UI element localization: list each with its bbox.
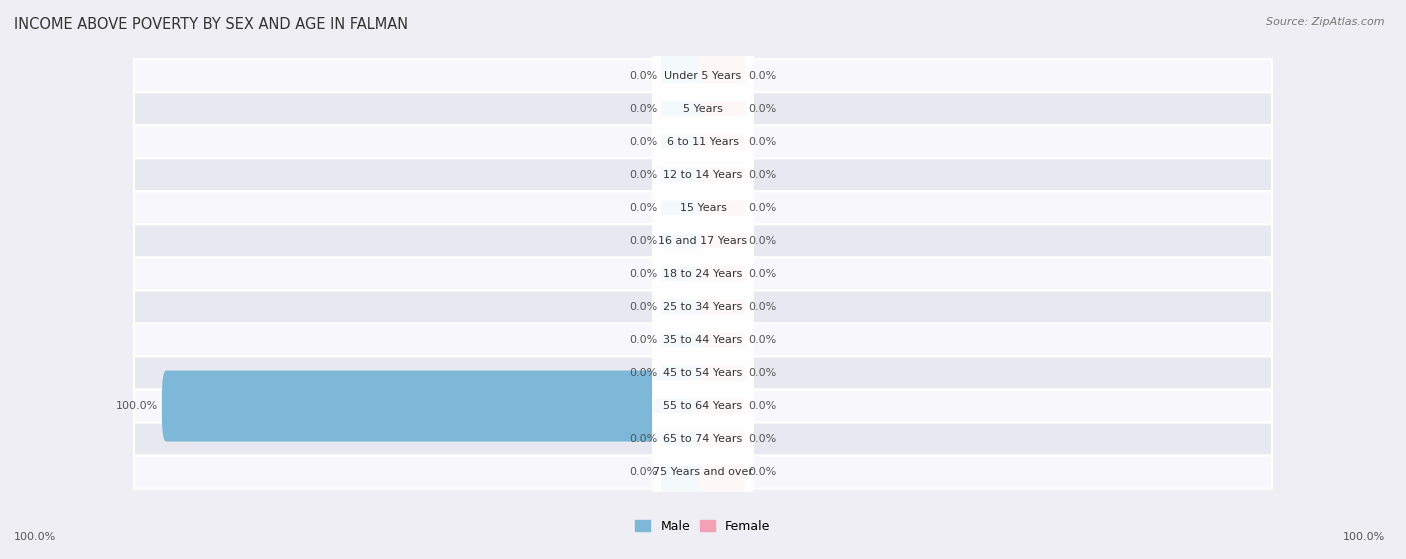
FancyBboxPatch shape: [134, 59, 1272, 92]
Text: 0.0%: 0.0%: [748, 71, 778, 80]
FancyBboxPatch shape: [652, 314, 754, 366]
FancyBboxPatch shape: [652, 116, 754, 167]
FancyBboxPatch shape: [661, 106, 707, 177]
FancyBboxPatch shape: [699, 139, 745, 210]
FancyBboxPatch shape: [661, 338, 707, 409]
FancyBboxPatch shape: [652, 83, 754, 134]
FancyBboxPatch shape: [699, 172, 745, 243]
FancyBboxPatch shape: [652, 281, 754, 333]
FancyBboxPatch shape: [134, 191, 1272, 224]
FancyBboxPatch shape: [134, 291, 1272, 324]
FancyBboxPatch shape: [661, 205, 707, 276]
FancyBboxPatch shape: [661, 238, 707, 310]
FancyBboxPatch shape: [699, 437, 745, 508]
Text: 5 Years: 5 Years: [683, 104, 723, 113]
Text: 100.0%: 100.0%: [1343, 532, 1385, 542]
Text: 0.0%: 0.0%: [748, 401, 778, 411]
FancyBboxPatch shape: [661, 73, 707, 144]
Text: 18 to 24 Years: 18 to 24 Years: [664, 269, 742, 279]
Text: 0.0%: 0.0%: [748, 335, 778, 345]
FancyBboxPatch shape: [134, 224, 1272, 257]
Text: 0.0%: 0.0%: [748, 269, 778, 279]
FancyBboxPatch shape: [699, 305, 745, 376]
FancyBboxPatch shape: [134, 456, 1272, 489]
FancyBboxPatch shape: [661, 139, 707, 210]
FancyBboxPatch shape: [699, 338, 745, 409]
Text: 100.0%: 100.0%: [14, 532, 56, 542]
FancyBboxPatch shape: [134, 324, 1272, 357]
FancyBboxPatch shape: [134, 357, 1272, 390]
Text: 45 to 54 Years: 45 to 54 Years: [664, 368, 742, 378]
Text: 0.0%: 0.0%: [628, 467, 658, 477]
Text: 0.0%: 0.0%: [748, 104, 778, 113]
Text: 0.0%: 0.0%: [628, 269, 658, 279]
Text: 0.0%: 0.0%: [748, 203, 778, 213]
FancyBboxPatch shape: [652, 182, 754, 234]
FancyBboxPatch shape: [699, 404, 745, 475]
FancyBboxPatch shape: [652, 447, 754, 498]
Text: 0.0%: 0.0%: [628, 137, 658, 147]
Text: 16 and 17 Years: 16 and 17 Years: [658, 236, 748, 246]
Text: 75 Years and over: 75 Years and over: [652, 467, 754, 477]
FancyBboxPatch shape: [661, 40, 707, 111]
Text: 0.0%: 0.0%: [748, 467, 778, 477]
FancyBboxPatch shape: [134, 158, 1272, 191]
Text: 0.0%: 0.0%: [748, 170, 778, 180]
FancyBboxPatch shape: [134, 423, 1272, 456]
FancyBboxPatch shape: [134, 257, 1272, 291]
Text: 15 Years: 15 Years: [679, 203, 727, 213]
Text: 0.0%: 0.0%: [748, 302, 778, 312]
FancyBboxPatch shape: [134, 390, 1272, 423]
Text: 0.0%: 0.0%: [628, 236, 658, 246]
Text: 0.0%: 0.0%: [628, 368, 658, 378]
Text: 55 to 64 Years: 55 to 64 Years: [664, 401, 742, 411]
FancyBboxPatch shape: [652, 215, 754, 267]
FancyBboxPatch shape: [699, 238, 745, 310]
FancyBboxPatch shape: [652, 347, 754, 399]
FancyBboxPatch shape: [699, 371, 745, 442]
Text: 6 to 11 Years: 6 to 11 Years: [666, 137, 740, 147]
FancyBboxPatch shape: [162, 371, 707, 442]
FancyBboxPatch shape: [699, 73, 745, 144]
FancyBboxPatch shape: [652, 414, 754, 465]
FancyBboxPatch shape: [661, 172, 707, 243]
FancyBboxPatch shape: [661, 437, 707, 508]
Text: INCOME ABOVE POVERTY BY SEX AND AGE IN FALMAN: INCOME ABOVE POVERTY BY SEX AND AGE IN F…: [14, 17, 408, 32]
FancyBboxPatch shape: [699, 272, 745, 343]
Text: 0.0%: 0.0%: [748, 236, 778, 246]
Text: 65 to 74 Years: 65 to 74 Years: [664, 434, 742, 444]
FancyBboxPatch shape: [652, 149, 754, 201]
FancyBboxPatch shape: [699, 205, 745, 276]
Text: 0.0%: 0.0%: [628, 71, 658, 80]
Text: 12 to 14 Years: 12 to 14 Years: [664, 170, 742, 180]
FancyBboxPatch shape: [661, 404, 707, 475]
Text: 0.0%: 0.0%: [748, 137, 778, 147]
Text: 0.0%: 0.0%: [628, 170, 658, 180]
Text: Source: ZipAtlas.com: Source: ZipAtlas.com: [1267, 17, 1385, 27]
FancyBboxPatch shape: [652, 248, 754, 300]
Text: 0.0%: 0.0%: [628, 434, 658, 444]
Text: 100.0%: 100.0%: [115, 401, 157, 411]
Text: Under 5 Years: Under 5 Years: [665, 71, 741, 80]
FancyBboxPatch shape: [661, 272, 707, 343]
Text: 0.0%: 0.0%: [628, 335, 658, 345]
Text: 0.0%: 0.0%: [748, 434, 778, 444]
Text: 35 to 44 Years: 35 to 44 Years: [664, 335, 742, 345]
FancyBboxPatch shape: [134, 92, 1272, 125]
Text: 0.0%: 0.0%: [748, 368, 778, 378]
FancyBboxPatch shape: [661, 305, 707, 376]
FancyBboxPatch shape: [134, 125, 1272, 158]
Text: 0.0%: 0.0%: [628, 302, 658, 312]
Text: 25 to 34 Years: 25 to 34 Years: [664, 302, 742, 312]
Legend: Male, Female: Male, Female: [630, 515, 776, 538]
FancyBboxPatch shape: [699, 40, 745, 111]
Text: 0.0%: 0.0%: [628, 203, 658, 213]
FancyBboxPatch shape: [699, 106, 745, 177]
FancyBboxPatch shape: [652, 381, 754, 432]
FancyBboxPatch shape: [652, 50, 754, 101]
Text: 0.0%: 0.0%: [628, 104, 658, 113]
